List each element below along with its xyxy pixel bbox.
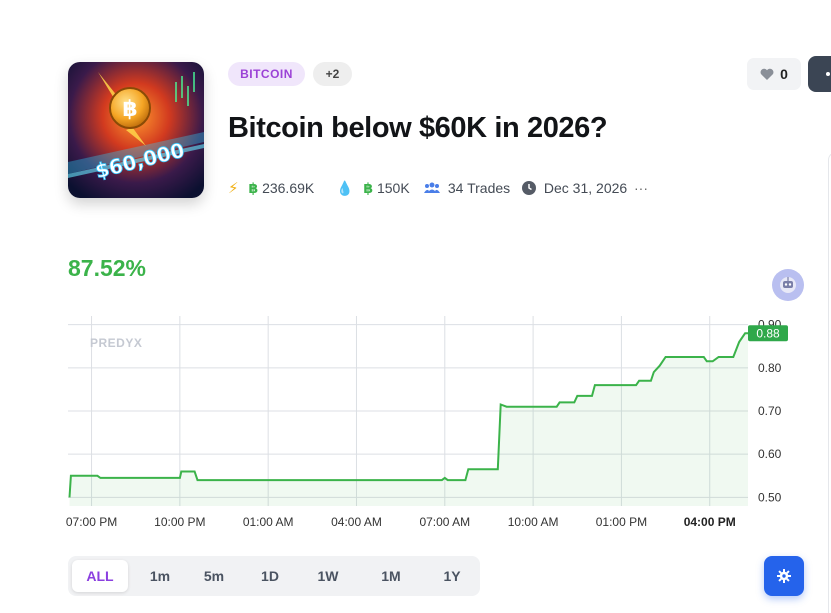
clock-icon (522, 181, 536, 195)
trades-count: 34 Trades (447, 180, 511, 196)
more-tags-badge[interactable]: +2 (313, 62, 352, 86)
market-thumbnail-art: ฿ $60,000 (68, 62, 204, 198)
volume-stat: ⚡ ฿ 236.69K (228, 178, 314, 199)
range-option-1m[interactable]: 1m (149, 568, 171, 584)
range-option-1y[interactable]: 1Y (443, 568, 461, 584)
y-tick-label: 0.50 (758, 490, 782, 504)
robot-avatar-icon (780, 277, 796, 293)
x-tick-label: 04:00 PM (684, 515, 736, 529)
current-value-badge (748, 325, 788, 342)
market-thumbnail[interactable]: ฿ $60,000 (68, 62, 204, 198)
share-icon (826, 72, 830, 76)
settings-button[interactable] (764, 556, 804, 596)
liquidity-value: 150K (376, 180, 410, 196)
trades-stat: 34 Trades (424, 178, 510, 198)
range-option-5m[interactable]: 5m (203, 568, 225, 584)
y-tick-label: 0.60 (758, 447, 782, 461)
x-tick-label: 07:00 AM (419, 515, 470, 529)
assistant-avatar-button[interactable] (772, 269, 804, 301)
probability-value: 87.52% (68, 255, 147, 281)
x-tick-label: 01:00 PM (596, 515, 647, 529)
more-options-icon[interactable]: ··· (634, 180, 648, 196)
range-option-1m[interactable]: 1M (381, 568, 401, 584)
series-area (69, 333, 748, 506)
end-date-value: Dec 31, 2026 (543, 180, 628, 196)
like-count: 0 (780, 66, 788, 82)
y-tick-label: 0.70 (758, 404, 782, 418)
end-date-stat: Dec 31, 2026 (522, 178, 627, 198)
chart-watermark: PREDYX (90, 336, 142, 350)
droplet-icon: 💧 (336, 180, 354, 196)
y-tick-label: 0.80 (758, 361, 782, 375)
category-tag-bitcoin[interactable]: BITCOIN (228, 62, 305, 86)
x-tick-label: 01:00 AM (243, 515, 294, 529)
x-tick-label: 10:00 AM (508, 515, 559, 529)
market-title: Bitcoin below $60K in 2026? (228, 112, 608, 144)
bitcoin-icon: ฿ (248, 180, 259, 196)
heart-icon (760, 68, 774, 80)
gear-icon (777, 569, 791, 583)
users-icon (424, 182, 440, 193)
range-option-1d[interactable]: 1D (261, 568, 279, 584)
x-tick-label: 10:00 PM (154, 515, 205, 529)
range-option-1w[interactable]: 1W (317, 568, 339, 584)
like-button[interactable]: 0 (747, 58, 801, 90)
share-button[interactable] (808, 56, 831, 92)
liquidity-stat: 💧 ฿ 150K (336, 178, 410, 198)
lightning-icon: ⚡ (228, 180, 239, 197)
x-tick-label: 04:00 AM (331, 515, 382, 529)
bitcoin-icon: ฿ (363, 180, 374, 196)
volume-value: 236.69K (262, 180, 315, 196)
current-value-label: 0.88 (756, 326, 780, 340)
range-option-all[interactable]: ALL (72, 560, 128, 592)
time-range-selector: ALL 1m 5m 1D 1W 1M 1Y (68, 556, 480, 596)
x-tick-label: 07:00 PM (66, 515, 117, 529)
svg-text:฿: ฿ (122, 97, 137, 122)
series-line (68, 332, 748, 498)
